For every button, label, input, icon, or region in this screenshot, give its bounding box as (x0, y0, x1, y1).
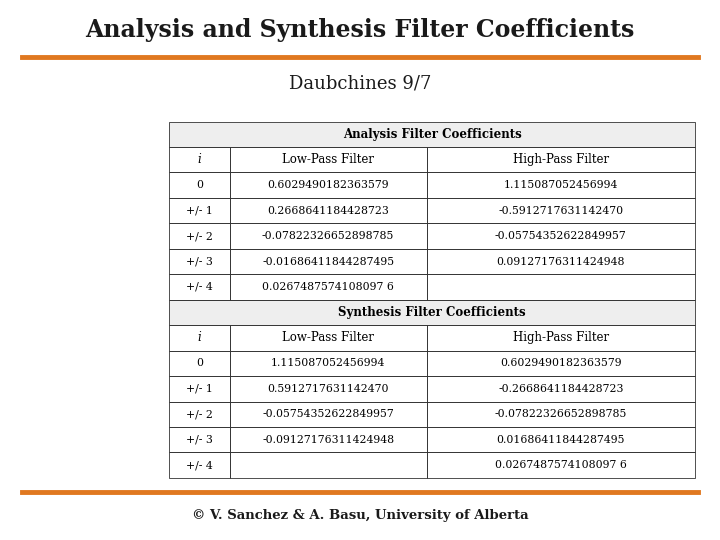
Text: i: i (197, 332, 202, 345)
Text: +/- 4: +/- 4 (186, 460, 213, 470)
Bar (169, 427, 230, 453)
Text: +/- 1: +/- 1 (186, 206, 213, 215)
Text: Synthesis Filter Coefficients: Synthesis Filter Coefficients (338, 306, 526, 319)
Text: -0.05754352622849957: -0.05754352622849957 (262, 409, 394, 419)
Bar (169, 402, 230, 427)
Text: 0.6029490182363579: 0.6029490182363579 (500, 359, 621, 368)
Bar (230, 427, 427, 453)
Bar (169, 172, 230, 198)
Bar (169, 300, 695, 325)
Text: Daubchines 9/7: Daubchines 9/7 (289, 75, 431, 93)
Text: High-Pass Filter: High-Pass Filter (513, 332, 609, 345)
Bar (169, 224, 230, 249)
Bar (169, 325, 230, 350)
Bar (230, 274, 427, 300)
Text: Analysis Filter Coefficients: Analysis Filter Coefficients (343, 128, 521, 141)
Text: 0.0267487574108097 6: 0.0267487574108097 6 (262, 282, 394, 292)
Bar (169, 249, 230, 274)
Bar (427, 376, 695, 402)
Text: -0.5912717631142470: -0.5912717631142470 (498, 206, 624, 215)
Text: +/- 1: +/- 1 (186, 384, 213, 394)
Text: 1.115087052456994: 1.115087052456994 (503, 180, 618, 190)
Text: 0.5912717631142470: 0.5912717631142470 (267, 384, 389, 394)
Bar (427, 453, 695, 478)
Bar (230, 249, 427, 274)
Text: +/- 3: +/- 3 (186, 435, 213, 445)
Bar (169, 147, 230, 172)
Text: 0: 0 (196, 359, 203, 368)
Bar (427, 249, 695, 274)
Bar (169, 376, 230, 402)
Bar (169, 453, 230, 478)
Text: High-Pass Filter: High-Pass Filter (513, 153, 609, 166)
Bar (230, 453, 427, 478)
Bar (427, 402, 695, 427)
Bar (230, 402, 427, 427)
Text: 0.0267487574108097 6: 0.0267487574108097 6 (495, 460, 626, 470)
Bar (427, 172, 695, 198)
Bar (230, 147, 427, 172)
Bar (230, 350, 427, 376)
Text: +/- 4: +/- 4 (186, 282, 213, 292)
Bar (427, 325, 695, 350)
Bar (169, 122, 695, 147)
Text: -0.09127176311424948: -0.09127176311424948 (262, 435, 395, 445)
Bar (427, 224, 695, 249)
Text: 0.09127176311424948: 0.09127176311424948 (497, 256, 625, 267)
Bar (427, 198, 695, 224)
Bar (169, 300, 695, 325)
Bar (427, 147, 695, 172)
Text: -0.01686411844287495: -0.01686411844287495 (262, 256, 395, 267)
Bar (230, 198, 427, 224)
Bar (230, 376, 427, 402)
Bar (230, 172, 427, 198)
Text: © V. Sanchez & A. Basu, University of Alberta: © V. Sanchez & A. Basu, University of Al… (192, 509, 528, 522)
Text: +/- 2: +/- 2 (186, 231, 213, 241)
Text: -0.2668641184428723: -0.2668641184428723 (498, 384, 624, 394)
Text: 0.01686411844287495: 0.01686411844287495 (497, 435, 625, 445)
Bar (427, 274, 695, 300)
Text: 0.6029490182363579: 0.6029490182363579 (267, 180, 389, 190)
Text: i: i (197, 153, 202, 166)
Bar (169, 122, 695, 147)
Text: 1.115087052456994: 1.115087052456994 (271, 359, 385, 368)
Text: +/- 3: +/- 3 (186, 256, 213, 267)
Text: 0: 0 (196, 180, 203, 190)
Text: -0.07822326652898785: -0.07822326652898785 (262, 231, 395, 241)
Text: Low-Pass Filter: Low-Pass Filter (282, 153, 374, 166)
Text: -0.07822326652898785: -0.07822326652898785 (495, 409, 627, 419)
Text: Low-Pass Filter: Low-Pass Filter (282, 332, 374, 345)
Bar (427, 427, 695, 453)
Bar (427, 350, 695, 376)
Text: Analysis and Synthesis Filter Coefficients: Analysis and Synthesis Filter Coefficien… (85, 18, 635, 42)
Text: 0.2668641184428723: 0.2668641184428723 (267, 206, 389, 215)
Bar (230, 325, 427, 350)
Bar (169, 198, 230, 224)
Bar (169, 274, 230, 300)
Text: +/- 2: +/- 2 (186, 409, 213, 419)
Text: -0.05754352622849957: -0.05754352622849957 (495, 231, 626, 241)
Bar (169, 350, 230, 376)
Bar (230, 224, 427, 249)
